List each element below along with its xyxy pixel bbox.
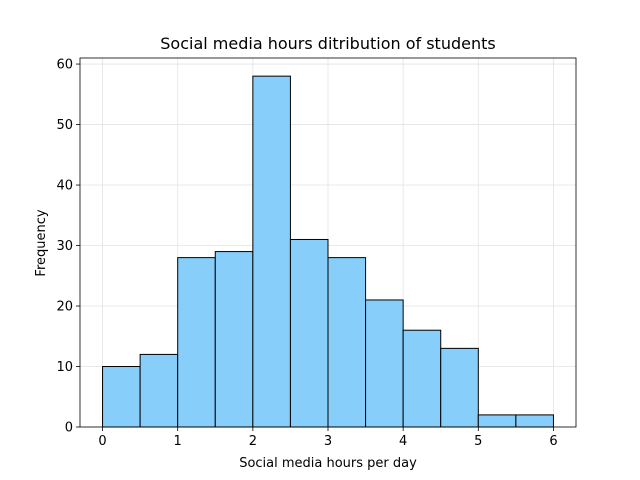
grid-lines — [80, 58, 576, 428]
histogram-bar — [477, 414, 517, 428]
histogram-bar — [214, 251, 254, 428]
histogram-bar — [177, 257, 216, 428]
histogram-bar — [327, 257, 367, 428]
x-tick-label: 1 — [174, 434, 182, 449]
y-tick-label: 50 — [56, 118, 73, 133]
x-axis-ticks: 0 1 2 3 4 5 6 — [98, 427, 558, 449]
histogram-bar — [289, 238, 329, 428]
y-axis-ticks: 0 10 20 30 40 50 60 — [56, 58, 80, 436]
chart-title: Social media hours ditribution of studen… — [160, 34, 495, 53]
x-tick-label: 2 — [249, 434, 257, 449]
histogram-bar — [365, 299, 404, 428]
histogram-bar — [139, 353, 179, 428]
y-tick-label: 40 — [56, 179, 73, 194]
histogram-bar — [402, 329, 442, 428]
histogram-bar — [515, 414, 554, 428]
y-tick-label: 0 — [65, 421, 73, 436]
histogram-bar — [440, 347, 479, 428]
x-tick-label: 4 — [399, 434, 407, 449]
y-axis-label: Frequency — [34, 209, 49, 276]
histogram-bars — [102, 75, 554, 428]
histogram-bar — [102, 366, 141, 428]
x-tick-label: 3 — [324, 434, 332, 449]
y-tick-label: 10 — [56, 360, 73, 375]
x-tick-label: 5 — [474, 434, 482, 449]
y-tick-label: 20 — [56, 300, 73, 315]
x-axis-label: Social media hours per day — [239, 456, 417, 471]
y-tick-label: 30 — [56, 239, 73, 254]
y-tick-label: 60 — [56, 58, 73, 73]
x-tick-label: 0 — [98, 434, 106, 449]
x-tick-label: 6 — [549, 434, 557, 449]
histogram-bar — [252, 75, 291, 428]
